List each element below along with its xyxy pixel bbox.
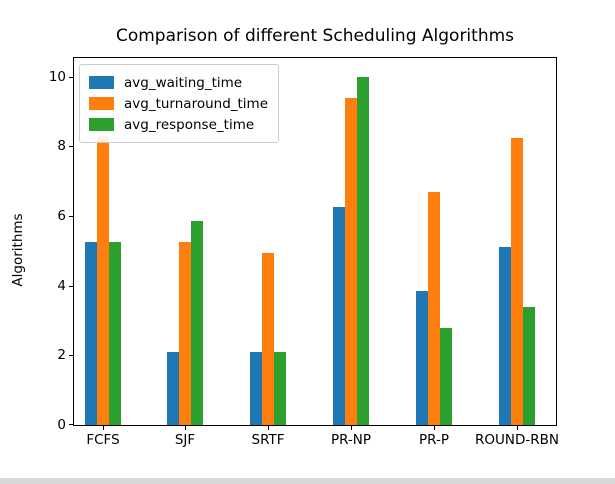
- y-tick-label: 8: [57, 138, 66, 154]
- bar-avg_response_time-ROUND-RBN: [522, 307, 535, 425]
- y-tick: [69, 355, 73, 356]
- bar-avg_turnaround_time-PR-NP: [344, 98, 357, 425]
- legend: avg_waiting_time avg_turnaround_time avg_r…: [79, 64, 280, 143]
- bar-avg_response_time-FCFS: [108, 242, 121, 425]
- y-tick: [69, 424, 73, 425]
- bar-avg_response_time-PR-P: [439, 328, 452, 425]
- plot-area: 0 2 4 6 8 10 FCFS SJF SRTF PR-NP PR-P ROUND-RBN av…: [49, 57, 559, 448]
- x-tick: [517, 426, 518, 430]
- bar-avg_waiting_time-ROUND-RBN: [498, 247, 511, 425]
- x-tick-label: ROUND-RBN: [475, 432, 559, 448]
- chart-title: Comparison of different Scheduling Algor…: [115, 26, 515, 46]
- bottom-scrollbar-track: [0, 478, 615, 484]
- y-tick-label: 4: [57, 278, 66, 294]
- bar-avg_waiting_time-PR-NP: [332, 207, 345, 425]
- y-tick: [69, 77, 73, 78]
- x-tick: [103, 426, 104, 430]
- x-tick-label: SRTF: [251, 432, 285, 448]
- x-tick-label: FCFS: [86, 432, 120, 448]
- bar-avg_response_time-SJF: [191, 221, 204, 425]
- x-tick: [185, 426, 186, 430]
- bar-avg_response_time-SRTF: [274, 352, 287, 425]
- y-axis-label: Algorithms: [10, 213, 26, 287]
- y-tick: [69, 146, 73, 147]
- legend-swatch-icon: [89, 118, 114, 131]
- legend-item: avg_turnaround_time: [89, 93, 268, 114]
- legend-label: avg_response_time: [124, 116, 255, 133]
- bar-avg_waiting_time-SJF: [167, 352, 180, 425]
- x-tick: [268, 426, 269, 430]
- legend-label: avg_waiting_time: [124, 74, 243, 91]
- x-tick-label: PR-NP: [330, 432, 372, 448]
- x-tick-label: SJF: [174, 432, 196, 448]
- bar-avg_turnaround_time-FCFS: [96, 136, 109, 425]
- y-tick: [69, 286, 73, 287]
- legend-swatch-icon: [89, 76, 114, 89]
- bar-avg_turnaround_time-ROUND-RBN: [510, 138, 523, 425]
- y-tick-label: 6: [57, 208, 66, 224]
- x-tick: [434, 426, 435, 430]
- legend-item: avg_response_time: [89, 114, 268, 135]
- bar-avg_waiting_time-PR-P: [415, 291, 428, 425]
- y-tick-label: 10: [48, 69, 66, 85]
- legend-swatch-icon: [89, 97, 114, 110]
- bar-avg_turnaround_time-SRTF: [262, 253, 275, 425]
- y-tick-label: 0: [57, 417, 66, 433]
- legend-label: avg_turnaround_time: [124, 95, 269, 112]
- y-tick-label: 2: [57, 347, 66, 363]
- x-tick: [351, 426, 352, 430]
- bar-avg_waiting_time-SRTF: [250, 352, 263, 425]
- bar-avg_response_time-PR-NP: [356, 77, 369, 425]
- bar-avg_turnaround_time-PR-P: [427, 192, 440, 425]
- x-tick-label: PR-P: [419, 432, 449, 448]
- bar-avg_turnaround_time-SJF: [179, 242, 192, 425]
- legend-item: avg_waiting_time: [89, 72, 268, 93]
- y-tick: [69, 216, 73, 217]
- bar-avg_waiting_time-FCFS: [84, 242, 97, 425]
